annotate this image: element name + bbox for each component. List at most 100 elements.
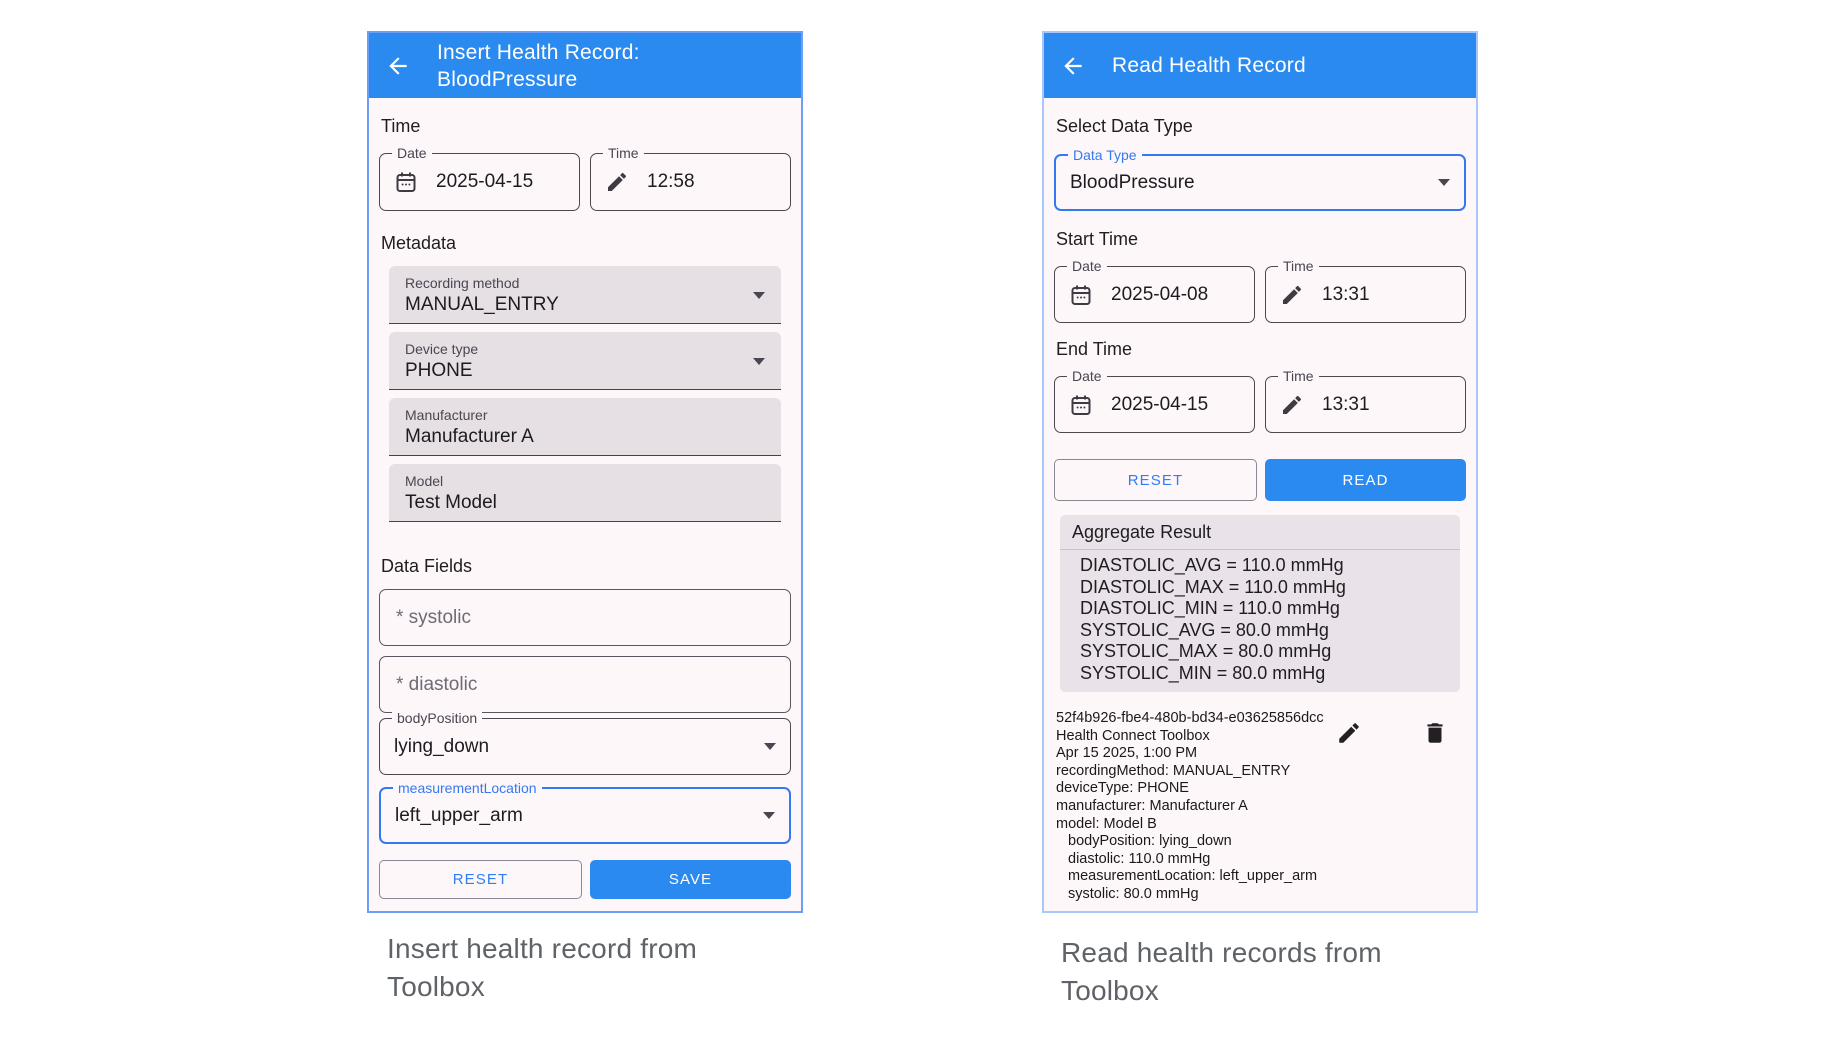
pencil-icon bbox=[1280, 283, 1304, 307]
back-arrow-icon[interactable] bbox=[385, 53, 411, 79]
reset-button[interactable]: RESET bbox=[379, 860, 582, 899]
device-type-dropdown[interactable]: Device type PHONE bbox=[389, 332, 781, 390]
data-type-label: Data Type bbox=[1068, 147, 1142, 164]
date-field-label: Date bbox=[392, 145, 432, 162]
pencil-icon bbox=[605, 170, 629, 194]
calendar-icon bbox=[1069, 393, 1093, 417]
insert-button-row: RESET SAVE bbox=[379, 860, 791, 899]
manufacturer-label: Manufacturer bbox=[405, 407, 488, 423]
read-app-bar: Read Health Record bbox=[1044, 33, 1476, 98]
measurement-location-value: left_upper_arm bbox=[395, 804, 523, 826]
data-type-dropdown[interactable]: Data Type BloodPressure bbox=[1054, 147, 1466, 211]
aggregate-row: DIASTOLIC_MIN = 110.0 mmHg bbox=[1080, 598, 1340, 618]
insert-time-field[interactable]: Time 12:58 bbox=[590, 145, 791, 211]
pencil-icon bbox=[1280, 393, 1304, 417]
save-button[interactable]: SAVE bbox=[590, 860, 791, 899]
record-timestamp: Apr 15 2025, 1:00 PM bbox=[1056, 745, 1198, 762]
edit-record-icon[interactable] bbox=[1336, 720, 1362, 746]
body-position-dropdown[interactable]: bodyPosition lying_down bbox=[379, 710, 791, 775]
record-actions bbox=[1336, 720, 1448, 746]
record-model: model: Model B bbox=[1056, 815, 1157, 832]
start-time-row: Date 2025-04-08 Time 13:31 bbox=[1054, 258, 1466, 323]
dropdown-caret-icon bbox=[753, 358, 765, 365]
aggregate-result-title: Aggregate Result bbox=[1060, 515, 1460, 550]
delete-record-icon[interactable] bbox=[1422, 720, 1448, 746]
recording-method-value: MANUAL_ENTRY bbox=[405, 294, 559, 315]
read-button-row: RESET READ bbox=[1054, 459, 1466, 501]
insert-health-record-screen: Insert Health Record: BloodPressure Time… bbox=[367, 31, 803, 913]
measurement-location-dropdown[interactable]: measurementLocation left_upper_arm bbox=[379, 780, 791, 844]
record-device-type: deviceType: PHONE bbox=[1056, 780, 1189, 797]
record-systolic: systolic: 80.0 mmHg bbox=[1068, 885, 1199, 902]
calendar-icon bbox=[1069, 283, 1093, 307]
read-button[interactable]: READ bbox=[1265, 459, 1466, 501]
model-value: Test Model bbox=[405, 492, 497, 513]
body-position-value: lying_down bbox=[394, 735, 490, 757]
start-date-value: 2025-04-08 bbox=[1111, 283, 1209, 305]
start-date-field[interactable]: Date 2025-04-08 bbox=[1054, 258, 1255, 323]
aggregate-result-panel: Aggregate Result DIASTOLIC_AVG = 110.0 m… bbox=[1060, 515, 1460, 692]
time-field-label: Time bbox=[1278, 368, 1319, 385]
insert-title-line1: Insert Health Record: bbox=[437, 40, 640, 64]
insert-date-field[interactable]: Date 2025-04-15 bbox=[379, 145, 580, 211]
aggregate-row: SYSTOLIC_MIN = 80.0 mmHg bbox=[1080, 662, 1326, 683]
read-page-title: Read Health Record bbox=[1112, 54, 1306, 77]
record-detail-block: 52f4b926-fbe4-480b-bd34-e03625856dcc Hea… bbox=[1054, 708, 1466, 904]
end-time-field[interactable]: Time 13:31 bbox=[1265, 368, 1466, 433]
record-body-position: bodyPosition: lying_down bbox=[1068, 833, 1232, 850]
dropdown-caret-icon bbox=[763, 812, 775, 819]
read-body: Select Data Type Data Type BloodPressure… bbox=[1044, 98, 1476, 904]
body-position-label: bodyPosition bbox=[392, 710, 483, 727]
end-time-value: 13:31 bbox=[1322, 393, 1370, 415]
record-recording-method: recordingMethod: MANUAL_ENTRY bbox=[1056, 762, 1291, 779]
insert-page-title: Insert Health Record: BloodPressure bbox=[437, 39, 640, 93]
manufacturer-value: Manufacturer A bbox=[405, 426, 534, 447]
diastolic-input[interactable] bbox=[379, 656, 791, 713]
insert-title-line2: BloodPressure bbox=[437, 67, 578, 91]
select-data-type-label: Select Data Type bbox=[1056, 116, 1193, 136]
record-diastolic: diastolic: 110.0 mmHg bbox=[1068, 850, 1211, 867]
dropdown-caret-icon bbox=[1438, 179, 1450, 186]
time-field-label: Time bbox=[1278, 258, 1319, 275]
start-time-value: 13:31 bbox=[1322, 283, 1370, 305]
reset-button[interactable]: RESET bbox=[1054, 459, 1257, 501]
end-time-label: End Time bbox=[1056, 339, 1133, 359]
measurement-location-label: measurementLocation bbox=[393, 780, 542, 797]
insert-app-bar: Insert Health Record: BloodPressure bbox=[369, 33, 801, 98]
metadata-section-label: Metadata bbox=[381, 233, 457, 253]
insert-caption: Insert health record from Toolbox bbox=[387, 933, 698, 1002]
end-time-row: Date 2025-04-15 Time 13:31 bbox=[1054, 368, 1466, 433]
recording-method-dropdown[interactable]: Recording method MANUAL_ENTRY bbox=[389, 266, 781, 324]
aggregate-row: DIASTOLIC_AVG = 110.0 mmHg bbox=[1080, 555, 1344, 575]
manufacturer-field[interactable]: Manufacturer Manufacturer A bbox=[389, 398, 781, 456]
model-label: Model bbox=[405, 473, 444, 489]
insert-time-row: Date 2025-04-15 Time 12:58 bbox=[379, 145, 791, 211]
aggregate-row: DIASTOLIC_MAX = 110.0 mmHg bbox=[1080, 576, 1346, 597]
time-field-label: Time bbox=[603, 145, 644, 162]
record-app-name: Health Connect Toolbox bbox=[1056, 727, 1210, 744]
systolic-input[interactable] bbox=[379, 589, 791, 646]
calendar-icon bbox=[394, 170, 418, 194]
data-fields-section-label: Data Fields bbox=[381, 556, 473, 576]
device-type-value: PHONE bbox=[405, 360, 473, 381]
dropdown-caret-icon bbox=[764, 743, 776, 750]
dropdown-caret-icon bbox=[753, 292, 765, 299]
read-caption: Read health records from Toolbox bbox=[1061, 937, 1382, 1006]
data-type-value: BloodPressure bbox=[1070, 171, 1195, 193]
end-date-field[interactable]: Date 2025-04-15 bbox=[1054, 368, 1255, 433]
aggregate-result-rows: DIASTOLIC_AVG = 110.0 mmHg DIASTOLIC_MAX… bbox=[1060, 550, 1460, 684]
record-uuid: 52f4b926-fbe4-480b-bd34-e03625856dcc bbox=[1056, 710, 1324, 726]
start-time-label: Start Time bbox=[1056, 229, 1139, 249]
read-health-record-screen: Read Health Record Select Data Type Data… bbox=[1042, 31, 1478, 913]
record-measurement-location: measurementLocation: left_upper_arm bbox=[1068, 868, 1318, 885]
model-field[interactable]: Model Test Model bbox=[389, 464, 781, 522]
date-field-label: Date bbox=[1067, 258, 1107, 275]
aggregate-row: SYSTOLIC_MAX = 80.0 mmHg bbox=[1080, 641, 1332, 661]
start-time-field[interactable]: Time 13:31 bbox=[1265, 258, 1466, 323]
time-section-label: Time bbox=[381, 116, 421, 136]
insert-time-value: 12:58 bbox=[647, 171, 695, 192]
insert-date-value: 2025-04-15 bbox=[436, 171, 534, 192]
recording-method-label: Recording method bbox=[405, 275, 520, 291]
back-arrow-icon[interactable] bbox=[1060, 53, 1086, 79]
